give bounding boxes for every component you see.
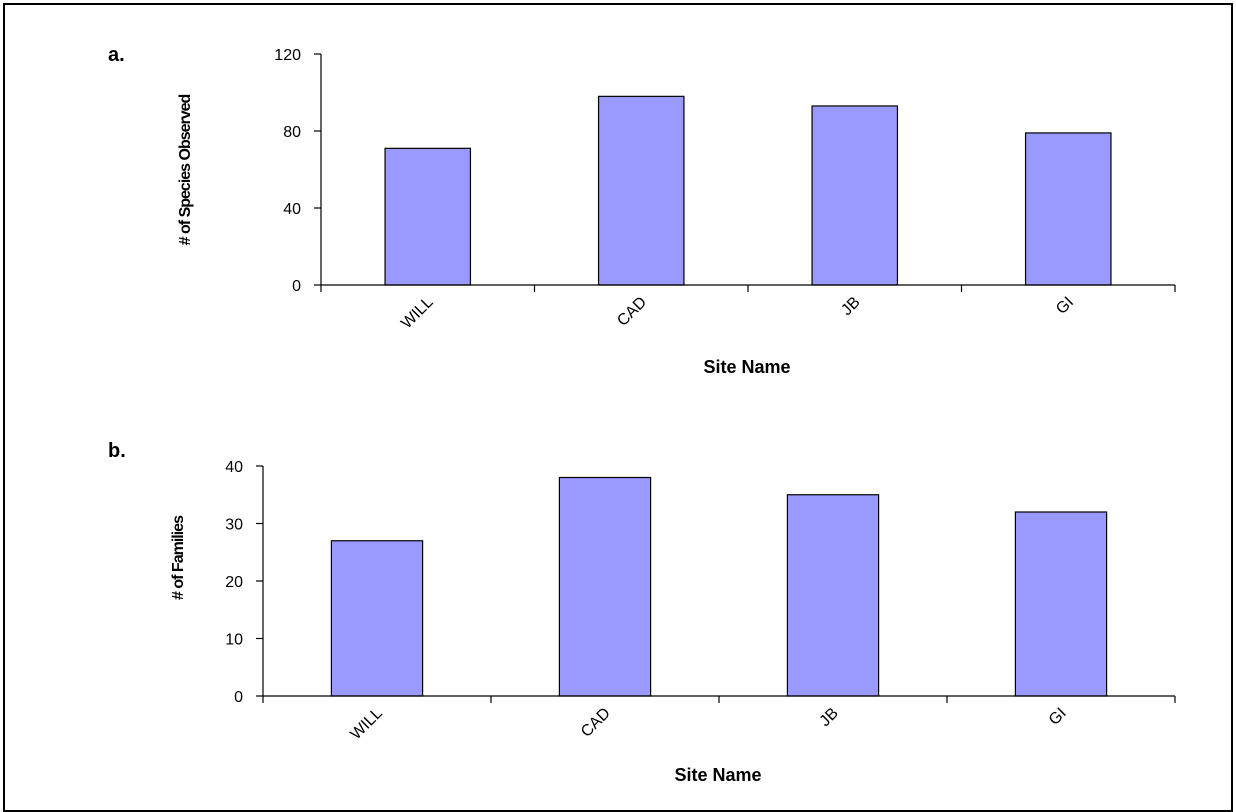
panel-b-y-tick-label: 0: [234, 689, 243, 706]
panel-b-chart: b. # of Families Site Name 0 10 20 30 40 WILL…: [108, 440, 1176, 785]
panel-a-y-axis-title: # of Species Observed: [177, 94, 194, 245]
panel-a-bar-cad: [597, 95, 685, 286]
panel-b-category-label-cad: CAD: [578, 705, 614, 741]
panel-b-y-tick-label: 30: [225, 517, 243, 534]
panel-a-y-tick-label: 80: [283, 124, 301, 141]
panel-a-y-tick-label: 40: [283, 201, 301, 218]
panel-a-x-axis-title: Site Name: [703, 357, 790, 377]
panel-a-category-label-cad: CAD: [614, 294, 650, 330]
panel-b-y-tick-label: 10: [225, 632, 243, 649]
panel-b-bar-cad: [558, 476, 652, 697]
panel-b-category-label-will: WILL: [347, 705, 385, 743]
panel-b-x-axis-title: Site Name: [674, 765, 761, 785]
panel-a-bar-gi: [1024, 132, 1112, 286]
panel-b-y-tick-label: 40: [225, 459, 243, 476]
panel-b-bar-gi: [1014, 511, 1108, 697]
panel-a-category-label-jb: JB: [838, 294, 863, 319]
panel-a-label: a.: [108, 44, 125, 66]
panel-b-label: b.: [108, 440, 126, 462]
panel-a-bar-will: [384, 147, 472, 286]
panel-a-chart: a. # of Species Observed Site Name 0 40 80…: [108, 44, 1176, 377]
panel-b-category-label-jb: JB: [817, 705, 842, 730]
panel-a-y-tick-label: 0: [292, 278, 301, 295]
panel-b-y-tick-label: 20: [225, 574, 243, 591]
panel-b-bar-jb: [786, 494, 880, 697]
panel-a-category-label-gi: GI: [1053, 294, 1077, 318]
panel-b-y-axis-title: # of Families: [170, 515, 187, 600]
panel-b-bar-will: [330, 540, 424, 697]
panel-b-category-label-gi: GI: [1046, 705, 1070, 729]
panel-a-bar-jb: [811, 105, 899, 286]
panel-a-y-tick-label: 120: [274, 47, 301, 64]
panel-a-category-label-will: WILL: [398, 294, 436, 332]
